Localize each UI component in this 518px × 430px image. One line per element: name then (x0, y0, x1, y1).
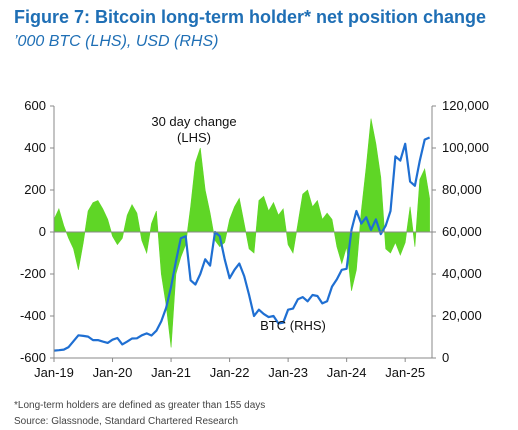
series-btc-line (53, 136, 431, 352)
left-tick-label: -200 (20, 266, 46, 281)
line-layer (53, 136, 431, 352)
figure-title: Figure 7: Bitcoin long-term holder* net … (14, 7, 487, 27)
right-tick-label: 40,000 (442, 266, 482, 281)
x-tick-label: Jan-23 (268, 365, 308, 380)
right-tick-label: 100,000 (442, 140, 489, 155)
right-tick-label: 0 (442, 350, 449, 365)
series-30-day-change-area (53, 118, 430, 348)
x-tick-label: Jan-21 (151, 365, 191, 380)
left-tick-label: -600 (20, 350, 46, 365)
ticks-layer: 600 400 200 0 -200 -400 -600 120,000 100,000 80,0… (20, 98, 489, 380)
annotation-btc-rhs: BTC (RHS) (260, 318, 326, 333)
x-tick-label: Jan-25 (385, 365, 425, 380)
left-tick-label: 400 (24, 140, 46, 155)
left-tick-label: 0 (39, 224, 46, 239)
left-tick-label: 200 (24, 182, 46, 197)
right-tick-label: 120,000 (442, 98, 489, 113)
annotation-30-day-change-line1: 30 day change (151, 114, 236, 129)
right-tick-label: 60,000 (442, 224, 482, 239)
left-tick-label: 600 (24, 98, 46, 113)
x-tick-label: Jan-19 (34, 365, 74, 380)
x-tick-label: Jan-20 (93, 365, 133, 380)
left-tick-label: -400 (20, 308, 46, 323)
x-tick-label: Jan-22 (210, 365, 250, 380)
figure-subtitle: ’000 BTC (LHS), USD (RHS) (14, 33, 219, 50)
area-layer (53, 118, 430, 348)
footnote-definition: *Long-term holders are defined as greate… (14, 400, 266, 411)
right-tick-label: 20,000 (442, 308, 482, 323)
right-tick-label: 80,000 (442, 182, 482, 197)
footnote-source: Source: Glassnode, Standard Chartered Re… (14, 416, 239, 427)
annotation-30-day-change-line2: (LHS) (177, 130, 211, 145)
x-tick-label: Jan-24 (327, 365, 367, 380)
